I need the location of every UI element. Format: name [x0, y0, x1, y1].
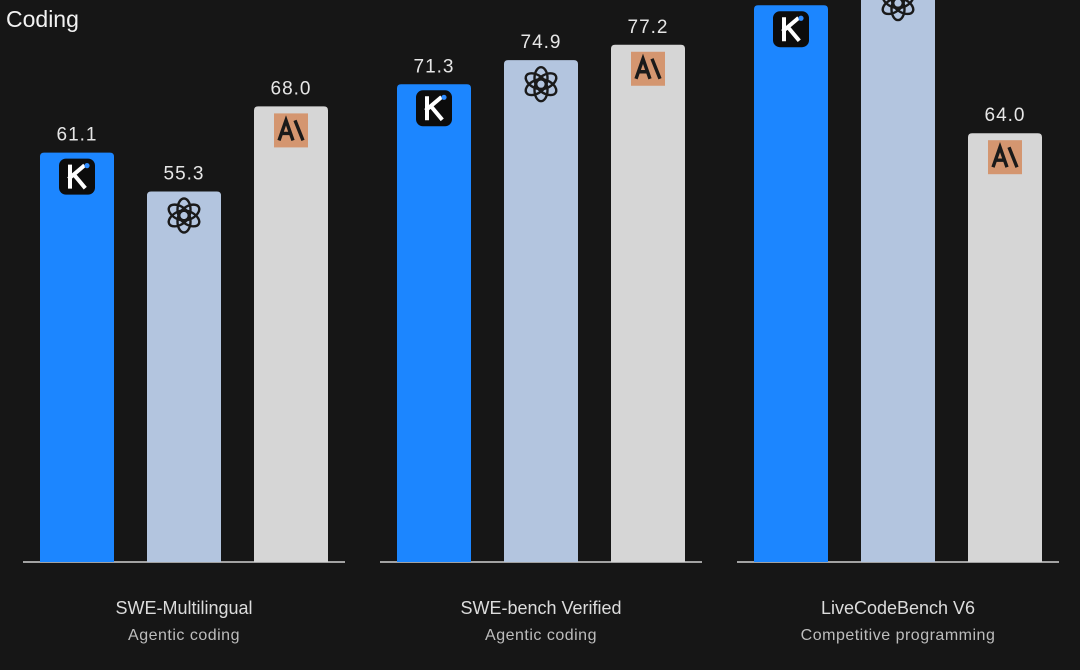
page-title: Coding	[6, 6, 79, 32]
kimi-logo-icon	[59, 158, 95, 195]
anthropic-logo-icon	[274, 113, 308, 148]
category-label: SWE-bench Verified	[460, 598, 621, 618]
bar-value-label: 74.9	[521, 32, 562, 53]
openai-logo-icon	[167, 197, 201, 234]
category-subtitle: Agentic coding	[485, 627, 597, 644]
category-subtitle: Competitive programming	[801, 627, 996, 644]
bar-value-label: 61.1	[57, 125, 98, 146]
bar	[861, 0, 935, 562]
anthropic-logo-icon	[988, 140, 1022, 175]
bar	[611, 44, 685, 562]
openai-logo-icon	[524, 65, 558, 103]
bar-value-label: 64.0	[985, 105, 1026, 126]
bar	[968, 133, 1042, 562]
kimi-logo-icon	[416, 90, 452, 127]
bar	[754, 5, 828, 563]
bar-group: 71.3 74.9 77.2 SWE-bench Verified Agentic co…	[380, 17, 702, 644]
bar-value-label: 77.2	[628, 17, 669, 38]
bar-group: 61.1 55.3 68.0 SWE-Multilingual Agentic codi…	[23, 78, 345, 644]
bar	[40, 152, 114, 562]
bar	[504, 60, 578, 563]
bar	[254, 106, 328, 563]
bar	[397, 84, 471, 562]
category-subtitle: Agentic coding	[128, 627, 240, 644]
bar-value-label: 71.3	[414, 56, 455, 77]
kimi-logo-icon	[773, 11, 809, 48]
anthropic-logo-icon	[631, 51, 665, 86]
bar-value-label: 68.0	[271, 78, 312, 99]
category-label: LiveCodeBench V6	[821, 598, 975, 618]
bar-value-label: 55.3	[164, 163, 205, 184]
openai-logo-icon	[881, 0, 915, 22]
bar	[147, 191, 221, 563]
category-label: SWE-Multilingual	[115, 598, 252, 618]
